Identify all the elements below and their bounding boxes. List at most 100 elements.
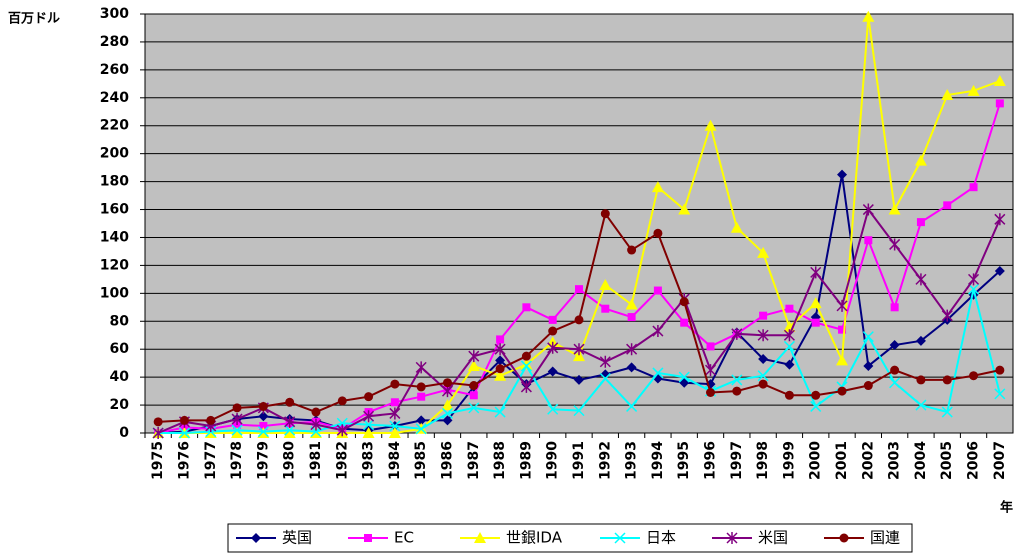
y-tick-label: 80 xyxy=(110,313,130,329)
marker xyxy=(496,335,505,344)
y-tick-label: 180 xyxy=(100,174,129,190)
marker xyxy=(600,209,610,219)
marker xyxy=(178,427,190,439)
x-tick-label: 1986 xyxy=(439,441,455,480)
marker xyxy=(706,342,715,351)
y-tick-label: 60 xyxy=(110,341,130,357)
marker xyxy=(969,371,979,381)
marker xyxy=(522,303,531,312)
marker xyxy=(547,366,558,377)
marker xyxy=(231,413,243,426)
marker xyxy=(231,427,244,438)
marker xyxy=(704,364,717,377)
marker xyxy=(284,424,296,436)
marker xyxy=(915,399,927,411)
x-tick-label: 1980 xyxy=(282,441,298,480)
marker xyxy=(474,532,486,543)
marker xyxy=(388,427,401,438)
x-tick-label: 1988 xyxy=(492,441,508,480)
marker xyxy=(389,420,401,432)
x-tick-label: 1975 xyxy=(150,441,166,480)
x-tick-label: 1987 xyxy=(466,441,482,480)
marker xyxy=(251,533,261,543)
marker xyxy=(575,285,583,294)
marker xyxy=(627,245,637,255)
x-tick-label: 1998 xyxy=(755,441,771,480)
y-tick-label: 140 xyxy=(100,229,129,245)
marker xyxy=(890,365,900,375)
y-tick-label: 100 xyxy=(100,285,129,301)
marker xyxy=(232,403,242,413)
marker xyxy=(310,418,322,431)
x-tick-label: 2000 xyxy=(808,441,824,480)
y-tick-label: 260 xyxy=(100,62,129,78)
marker xyxy=(574,374,584,385)
marker xyxy=(259,422,268,431)
marker xyxy=(521,351,531,361)
x-tick-label: 2006 xyxy=(966,441,982,480)
y-tick-label: 280 xyxy=(100,34,129,50)
y-tick-label: 120 xyxy=(100,257,129,273)
x-tick-label: 2007 xyxy=(992,441,1008,480)
marker xyxy=(758,379,768,389)
x-tick-label: 1981 xyxy=(308,441,324,480)
marker xyxy=(652,325,664,338)
x-tick-label: 1978 xyxy=(229,441,245,480)
legend-label: 日本 xyxy=(646,529,676,547)
marker xyxy=(730,221,743,233)
marker xyxy=(785,304,794,313)
x-tick-label: 1976 xyxy=(176,441,192,480)
legend-label: 国連 xyxy=(870,529,900,547)
y-tick-label: 200 xyxy=(100,146,129,162)
marker xyxy=(495,364,505,374)
x-tick-label: 2004 xyxy=(913,441,929,480)
marker xyxy=(994,388,1006,400)
marker xyxy=(679,297,689,307)
marker xyxy=(441,407,454,419)
marker xyxy=(153,417,163,427)
marker xyxy=(626,343,638,356)
marker xyxy=(809,297,822,309)
marker xyxy=(757,329,769,342)
y-tick-label: 20 xyxy=(110,397,130,413)
marker xyxy=(442,415,453,426)
marker xyxy=(363,419,375,431)
marker xyxy=(916,218,925,227)
marker xyxy=(258,411,269,422)
marker xyxy=(547,341,559,354)
marker xyxy=(416,415,427,426)
marker xyxy=(574,315,584,325)
y-tick-label: 300 xyxy=(100,6,129,22)
marker xyxy=(285,397,295,407)
marker xyxy=(993,75,1006,87)
marker xyxy=(548,315,557,324)
marker xyxy=(810,266,822,279)
x-tick-label: 1993 xyxy=(624,441,640,480)
marker xyxy=(759,311,768,320)
marker xyxy=(678,203,691,215)
marker xyxy=(915,335,926,346)
marker xyxy=(258,401,268,411)
x-tick-label: 2001 xyxy=(834,441,850,480)
plot-border xyxy=(144,13,1014,434)
marker xyxy=(469,381,479,391)
marker xyxy=(179,415,189,425)
marker xyxy=(417,392,426,401)
marker xyxy=(415,361,427,374)
marker xyxy=(784,390,794,400)
marker xyxy=(599,372,611,385)
marker xyxy=(652,367,664,379)
marker xyxy=(837,386,847,396)
marker xyxy=(968,283,980,295)
marker xyxy=(732,386,742,396)
x-tick-label: 1982 xyxy=(334,441,350,480)
y-tick-label: 160 xyxy=(100,202,129,218)
marker xyxy=(311,407,321,417)
marker xyxy=(678,371,690,383)
marker xyxy=(941,89,954,101)
x-tick-label: 1983 xyxy=(361,441,377,480)
marker xyxy=(494,369,507,381)
marker xyxy=(995,365,1005,375)
marker xyxy=(731,374,743,386)
